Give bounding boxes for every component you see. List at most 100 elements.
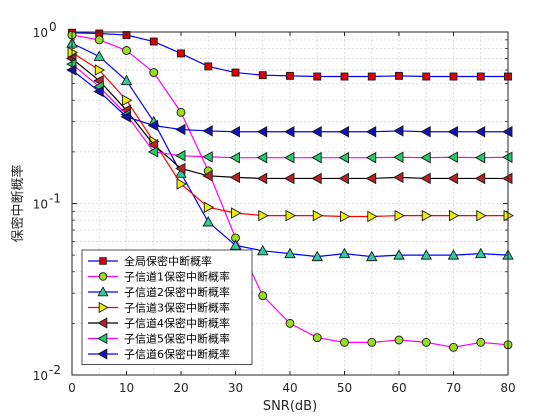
- data-point: [474, 247, 487, 259]
- legend-label: 全局保密中断概率: [124, 254, 212, 268]
- data-point: [474, 125, 486, 138]
- data-point: [365, 151, 377, 164]
- x-tick-label: 20: [173, 381, 188, 395]
- data-point: [338, 247, 351, 259]
- data-point: [393, 151, 404, 164]
- legend-label: 子信道5保密中断概率: [124, 332, 230, 346]
- data-point: [120, 74, 133, 86]
- data-point: [449, 342, 458, 352]
- data-point: [447, 125, 458, 138]
- legend-item: 子信道5保密中断概率: [88, 332, 230, 346]
- data-point: [476, 337, 486, 347]
- data-point: [147, 119, 159, 132]
- x-tick-label: 0: [68, 381, 76, 395]
- x-axis-label: SNR(dB): [263, 399, 317, 414]
- data-point: [256, 172, 268, 185]
- data-point: [474, 172, 486, 185]
- data-point: [313, 72, 322, 81]
- y-tick-exponent: -2: [49, 363, 61, 377]
- legend-label: 子信道1保密中断概率: [124, 270, 230, 284]
- x-tick-label: 60: [391, 381, 406, 395]
- data-point: [122, 46, 131, 55]
- data-point: [447, 172, 458, 185]
- y-tick-label: 10: [33, 26, 48, 40]
- x-tick-label: 30: [228, 381, 243, 395]
- data-point: [420, 172, 431, 185]
- data-point: [312, 333, 322, 343]
- data-point: [99, 257, 107, 265]
- data-point: [340, 210, 351, 223]
- data-point: [204, 62, 213, 71]
- data-point: [120, 111, 131, 123]
- data-point: [202, 170, 213, 182]
- data-point: [258, 71, 267, 80]
- data-point: [476, 72, 485, 81]
- data-point: [285, 318, 295, 328]
- data-point: [256, 244, 269, 256]
- legend-label: 子信道4保密中断概率: [124, 316, 230, 330]
- data-point: [338, 151, 349, 164]
- data-point: [447, 151, 458, 164]
- data-point: [474, 151, 486, 164]
- legend-item: 全局保密中断概率: [88, 254, 212, 268]
- data-point: [93, 50, 106, 61]
- data-point: [395, 71, 403, 80]
- data-point: [258, 291, 268, 301]
- y-tick-label: 10: [33, 369, 48, 383]
- legend-item: 子信道3保密中断概率: [88, 301, 230, 315]
- data-point: [93, 85, 104, 98]
- data-point: [202, 151, 213, 163]
- data-point: [149, 68, 159, 78]
- data-point: [284, 247, 296, 259]
- data-point: [420, 151, 431, 164]
- data-point: [311, 172, 322, 185]
- data-point: [365, 172, 377, 185]
- x-tick-label: 10: [119, 381, 134, 395]
- x-tick-label: 50: [337, 381, 352, 395]
- data-point: [98, 272, 108, 281]
- data-point: [231, 207, 242, 219]
- data-point: [284, 172, 295, 185]
- legend: 全局保密中断概率子信道1保密中断概率子信道2保密中断概率子信道3保密中断概率子信…: [81, 249, 253, 365]
- data-point: [311, 151, 322, 164]
- y-tick-label: 10: [33, 198, 48, 212]
- data-point: [338, 125, 349, 138]
- data-point: [122, 94, 133, 107]
- data-point: [97, 317, 108, 329]
- data-point: [420, 249, 433, 260]
- data-point: [94, 35, 104, 45]
- data-point: [229, 125, 240, 138]
- legend-item: 子信道4保密中断概率: [88, 316, 230, 330]
- data-point: [229, 171, 240, 184]
- data-point: [284, 125, 295, 138]
- data-point: [176, 178, 187, 190]
- data-point: [393, 125, 404, 137]
- x-tick-label: 70: [446, 381, 461, 395]
- data-point: [175, 123, 186, 136]
- data-point: [449, 209, 460, 222]
- data-point: [229, 239, 242, 250]
- data-point: [229, 151, 240, 164]
- data-point: [449, 72, 458, 81]
- data-point: [285, 209, 296, 222]
- x-tick-label: 40: [282, 381, 297, 395]
- data-point: [421, 337, 431, 347]
- data-point: [393, 171, 404, 184]
- data-point: [202, 216, 215, 227]
- data-point: [365, 250, 378, 262]
- data-point: [286, 71, 294, 80]
- data-point: [394, 209, 405, 222]
- data-point: [94, 64, 106, 76]
- data-point: [476, 209, 487, 222]
- y-axis-label: 保密中断概率: [10, 164, 26, 242]
- legend-item: 子信道2保密中断概率: [88, 285, 230, 299]
- data-point: [367, 210, 378, 223]
- data-point: [422, 72, 431, 81]
- data-point: [231, 68, 240, 77]
- data-point: [367, 337, 377, 347]
- series-2: [67, 30, 513, 352]
- series-3: [66, 37, 514, 262]
- legend-item: 子信道1保密中断概率: [88, 270, 230, 284]
- data-point: [97, 286, 109, 297]
